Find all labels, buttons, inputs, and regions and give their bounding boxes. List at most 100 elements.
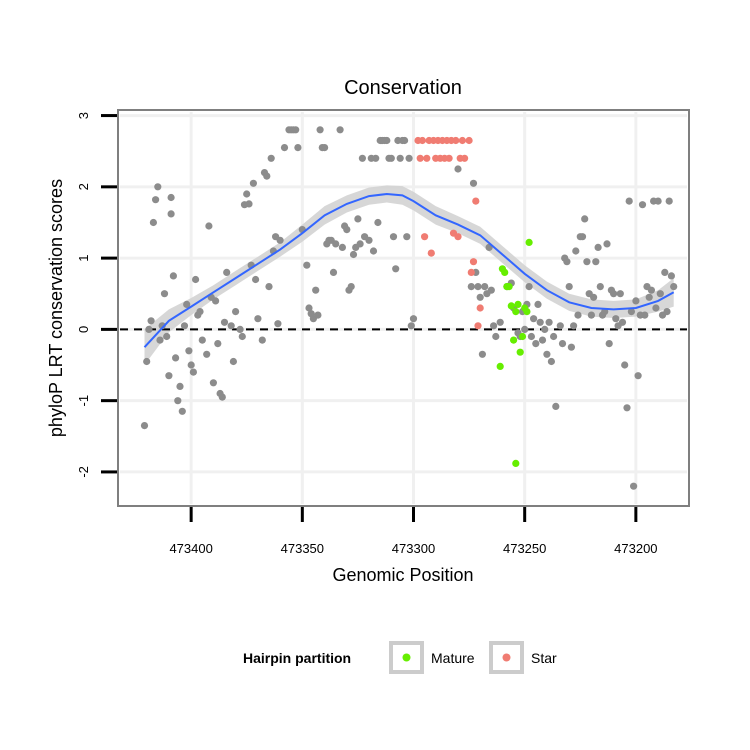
data-point-mature-11	[518, 332, 527, 341]
data-point-star-24	[469, 258, 478, 266]
data-point-other-163	[590, 293, 598, 301]
data-point-other-175	[616, 290, 624, 298]
y-axis: -2 -1 0 1 2 3	[76, 112, 117, 478]
data-point-other-114	[467, 283, 475, 291]
data-point-other-113	[454, 165, 462, 173]
data-point-star-23	[467, 268, 475, 276]
legend-title: Hairpin partition	[243, 650, 351, 666]
data-point-other-170	[605, 340, 613, 348]
data-point-other-188	[645, 293, 653, 301]
data-point-other-29	[205, 222, 213, 230]
data-point-other-186	[641, 311, 649, 319]
data-point-other-106	[396, 154, 404, 162]
data-point-other-79	[332, 240, 340, 248]
data-point-other-31	[209, 379, 217, 387]
data-point-other-66	[303, 261, 311, 269]
data-point-other-145	[547, 357, 556, 366]
data-point-other-12	[167, 193, 175, 202]
data-point-other-115	[469, 179, 478, 187]
data-point-other-141	[538, 336, 547, 344]
data-point-other-58	[276, 236, 284, 244]
data-point-mature-4	[505, 283, 513, 291]
data-point-other-103	[389, 233, 398, 241]
data-point-other-196	[663, 308, 671, 316]
data-point-other-109	[403, 233, 411, 241]
legend-dot-mature	[402, 653, 411, 662]
data-point-other-104	[392, 265, 400, 273]
data-point-other-112	[409, 315, 418, 323]
data-point-other-156	[574, 311, 582, 319]
data-point-other-153	[567, 343, 576, 351]
data-point-other-27	[198, 336, 206, 344]
y-tick-label-0: -2	[76, 466, 91, 478]
data-point-other-164	[592, 258, 600, 266]
data-point-other-86	[349, 250, 358, 259]
data-point-other-28	[203, 350, 211, 358]
data-point-other-24	[192, 275, 200, 284]
data-point-other-64	[294, 144, 302, 152]
x-axis-label: Genomic Position	[332, 565, 473, 585]
data-point-other-42	[238, 332, 246, 341]
data-point-other-10	[163, 332, 171, 341]
data-point-other-158	[578, 233, 587, 241]
data-point-star-27	[476, 304, 484, 312]
y-tick-label-5: 3	[76, 112, 91, 119]
data-point-other-111	[407, 322, 415, 330]
data-point-other-71	[314, 311, 322, 319]
data-point-star-14	[445, 154, 453, 162]
data-point-other-38	[227, 322, 235, 330]
x-tick-label-2: 473300	[392, 541, 435, 556]
data-point-other-37	[223, 268, 231, 276]
data-point-other-23	[189, 368, 197, 376]
data-point-other-183	[634, 372, 642, 380]
y-tick-label-4: 2	[76, 183, 91, 190]
data-point-other-149	[558, 340, 567, 348]
data-point-mature-14	[525, 238, 533, 246]
data-point-other-47	[249, 179, 257, 187]
data-point-other-148	[556, 322, 564, 330]
data-point-other-151	[563, 258, 571, 266]
data-point-star-1	[416, 154, 424, 162]
data-point-other-18	[178, 407, 186, 415]
legend-label-star: Star	[531, 650, 557, 666]
x-axis: 473400 473350 473300 473250 473200	[169, 507, 658, 556]
data-point-mature-0	[496, 362, 504, 370]
data-point-other-39	[229, 357, 237, 366]
data-point-star-20	[458, 136, 466, 145]
data-point-other-197	[665, 197, 673, 205]
data-point-other-142	[541, 325, 549, 333]
data-point-other-88	[354, 215, 362, 223]
data-point-star-17	[452, 136, 460, 145]
points-mature	[496, 238, 533, 467]
data-point-star-2	[418, 136, 426, 145]
data-point-other-117	[474, 283, 482, 291]
y-axis-label: phyloP LRT conservation scores	[46, 179, 66, 437]
data-point-other-189	[647, 286, 656, 294]
legend-dot-star	[502, 653, 511, 662]
data-point-other-96	[374, 218, 382, 227]
data-point-other-144	[545, 318, 553, 326]
data-point-star-22	[465, 136, 473, 145]
data-point-other-0	[140, 422, 149, 430]
data-point-other-52	[263, 172, 271, 180]
data-point-other-92	[365, 236, 373, 244]
data-point-other-108	[401, 136, 409, 145]
loess-smooth-line	[143, 192, 675, 348]
y-tick-label-3: 1	[76, 254, 91, 261]
data-point-other-178	[623, 404, 631, 412]
data-point-other-19	[180, 322, 189, 330]
data-point-other-177	[621, 361, 629, 369]
data-point-other-94	[369, 247, 378, 255]
data-point-other-80	[336, 126, 344, 134]
data-point-other-21	[185, 347, 193, 355]
data-point-other-166	[596, 283, 604, 291]
data-point-other-81	[338, 243, 346, 251]
data-point-star-4	[423, 154, 431, 162]
data-point-other-59	[280, 144, 289, 152]
data-point-mature-5	[507, 302, 515, 310]
data-point-other-123	[487, 286, 495, 294]
legend-label-mature: Mature	[431, 650, 475, 666]
data-point-other-89	[356, 240, 364, 248]
data-point-other-70	[312, 286, 320, 294]
data-point-star-25	[472, 197, 480, 205]
